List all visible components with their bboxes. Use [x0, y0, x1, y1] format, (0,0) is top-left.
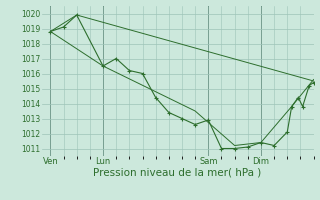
X-axis label: Pression niveau de la mer( hPa ): Pression niveau de la mer( hPa )	[93, 168, 262, 178]
